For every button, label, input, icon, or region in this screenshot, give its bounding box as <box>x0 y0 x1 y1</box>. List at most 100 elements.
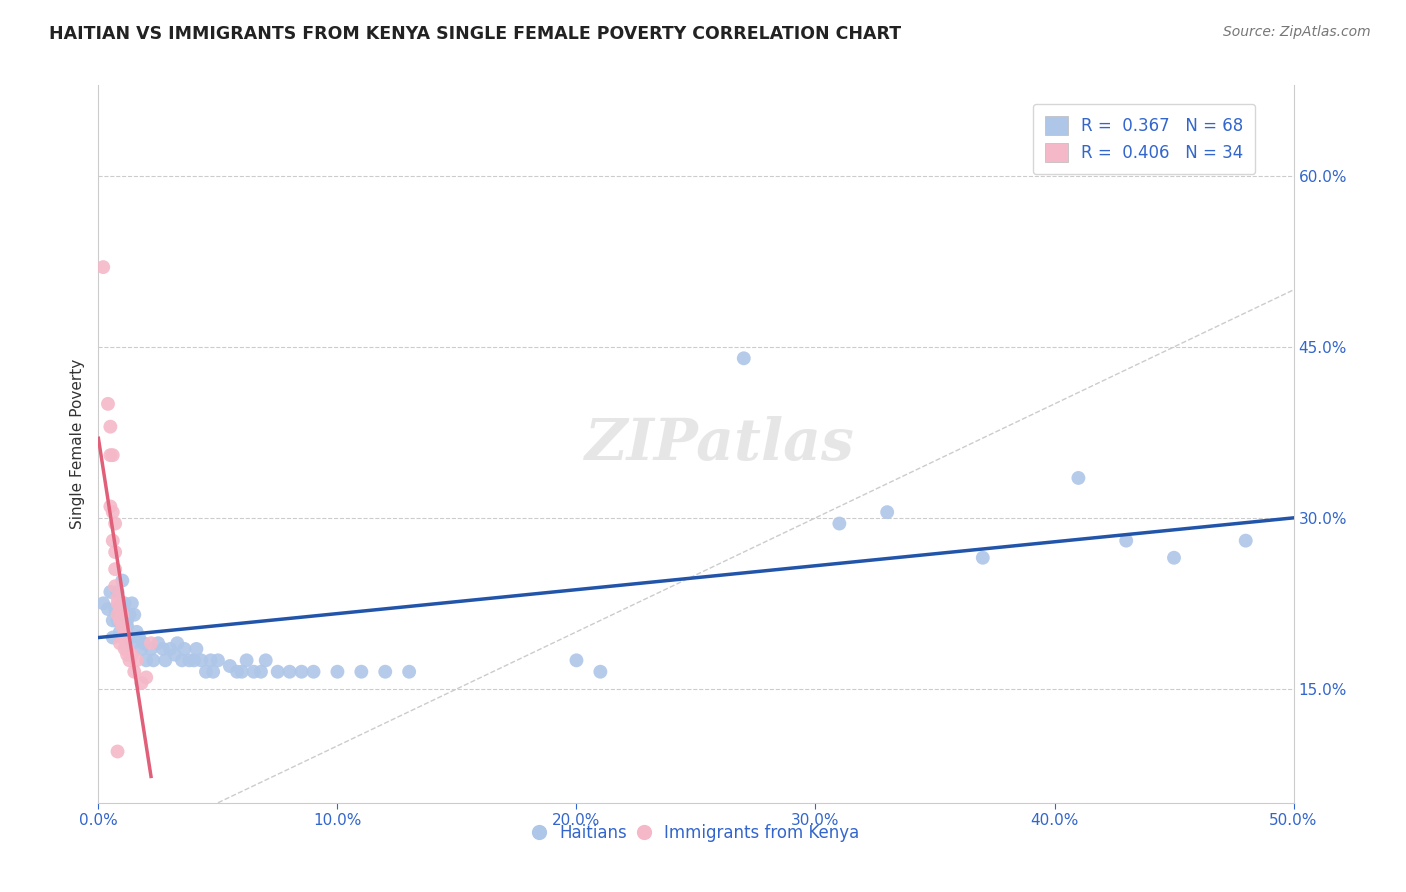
Point <box>97 602 120 616</box>
Point <box>121 648 143 662</box>
Point <box>565 653 588 667</box>
Point <box>104 562 127 576</box>
Point <box>114 631 136 645</box>
Point <box>135 670 157 684</box>
Point <box>190 653 212 667</box>
Point <box>254 653 277 667</box>
Point <box>101 533 124 548</box>
Point <box>108 602 131 616</box>
Point <box>107 585 129 599</box>
Point <box>589 665 612 679</box>
Point <box>98 585 122 599</box>
Point <box>235 653 257 667</box>
Point <box>104 516 127 531</box>
Point <box>115 642 138 657</box>
Point <box>114 642 136 657</box>
Point <box>98 419 122 434</box>
Point <box>114 596 136 610</box>
Point <box>1115 533 1137 548</box>
Point <box>219 659 242 673</box>
Point <box>278 665 301 679</box>
Point <box>128 631 150 645</box>
Point <box>101 614 124 628</box>
Y-axis label: Single Female Poverty: Single Female Poverty <box>70 359 86 529</box>
Point <box>98 500 122 514</box>
Point <box>104 579 127 593</box>
Point <box>118 607 141 622</box>
Point <box>114 607 136 622</box>
Point <box>1163 550 1185 565</box>
Point <box>1234 533 1257 548</box>
Point <box>302 665 325 679</box>
Point <box>114 624 136 639</box>
Point <box>250 665 273 679</box>
Point <box>101 631 124 645</box>
Point <box>326 665 349 679</box>
Point <box>118 653 141 667</box>
Point <box>111 607 134 622</box>
Point <box>195 665 218 679</box>
Point <box>107 614 129 628</box>
Point <box>132 636 155 650</box>
Point <box>124 607 146 622</box>
Point <box>111 631 134 645</box>
Point <box>291 665 314 679</box>
Point <box>172 653 194 667</box>
Point <box>155 653 177 667</box>
Point <box>131 676 153 690</box>
Point <box>135 653 157 667</box>
Point <box>108 607 131 622</box>
Point <box>108 624 131 639</box>
Text: HAITIAN VS IMMIGRANTS FROM KENYA SINGLE FEMALE POVERTY CORRELATION CHART: HAITIAN VS IMMIGRANTS FROM KENYA SINGLE … <box>49 25 901 43</box>
Point <box>131 642 153 657</box>
Point <box>91 596 114 610</box>
Legend: Haitians, Immigrants from Kenya: Haitians, Immigrants from Kenya <box>526 817 866 848</box>
Point <box>107 744 129 758</box>
Point <box>125 624 148 639</box>
Point <box>166 636 188 650</box>
Point <box>104 545 127 559</box>
Point <box>107 596 129 610</box>
Point <box>200 653 222 667</box>
Point <box>108 636 131 650</box>
Point <box>163 648 186 662</box>
Point <box>111 596 134 610</box>
Point <box>173 642 195 657</box>
Point <box>115 648 138 662</box>
Point <box>186 642 208 657</box>
Point <box>876 505 898 519</box>
Point <box>111 574 134 588</box>
Point <box>98 448 122 462</box>
Point <box>111 619 134 633</box>
Point <box>207 653 229 667</box>
Point <box>183 653 205 667</box>
Text: ZIPatlas: ZIPatlas <box>585 416 855 472</box>
Point <box>115 614 138 628</box>
Point <box>101 505 124 519</box>
Point <box>125 653 148 667</box>
Point <box>142 653 165 667</box>
Point <box>202 665 225 679</box>
Point <box>152 642 174 657</box>
Point <box>374 665 396 679</box>
Point <box>1067 471 1090 485</box>
Point <box>124 665 146 679</box>
Point <box>104 602 127 616</box>
Point <box>350 665 373 679</box>
Point <box>107 607 129 622</box>
Point <box>118 631 141 645</box>
Point <box>101 448 124 462</box>
Point <box>231 665 253 679</box>
Point <box>398 665 420 679</box>
Point <box>139 636 162 650</box>
Point <box>108 614 131 628</box>
Point <box>243 665 266 679</box>
Point <box>226 665 249 679</box>
Point <box>179 653 201 667</box>
Point <box>97 397 120 411</box>
Point <box>267 665 290 679</box>
Point <box>121 596 143 610</box>
Point <box>828 516 851 531</box>
Point <box>107 591 129 605</box>
Text: Source: ZipAtlas.com: Source: ZipAtlas.com <box>1223 25 1371 39</box>
